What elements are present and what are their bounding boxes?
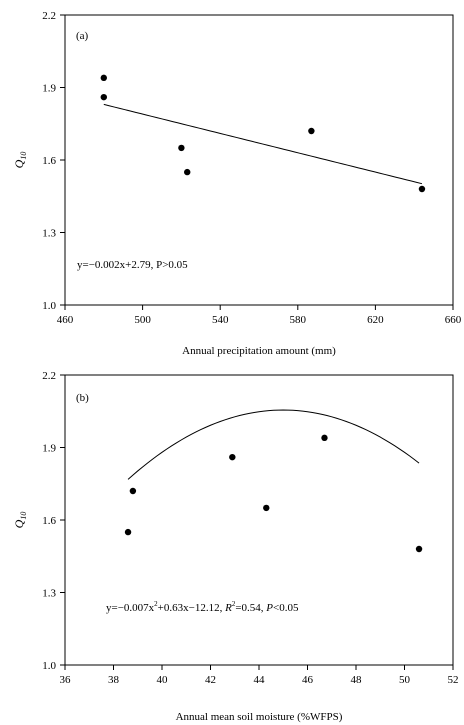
data-point [321,434,328,442]
y-tick-label: 1.6 [42,515,56,527]
data-point [418,185,426,193]
data-point [229,453,236,461]
y-tick-label: 1.0 [42,300,56,312]
y-tick-label: 1.6 [42,155,56,167]
y-axis-ticks: 1.0 1.3 1.6 1.9 2.2 [42,370,65,672]
x-axis-title: Annual precipitation amount (mm) [182,345,336,357]
regression-equation: y=−0.007x2+0.63x−12.12, R2=0.54, P<0.05 [106,600,299,614]
x-tick-label: 50 [399,674,411,686]
y-tick-label: 1.9 [42,443,56,455]
data-point [415,545,423,553]
x-axis-ticks: 36 38 40 42 44 46 48 50 52 [60,665,459,686]
y-axis-title-main: Q [12,159,26,168]
fit-line [103,103,423,185]
fit-curve [127,409,420,480]
y-tick-label: 2.2 [42,10,56,22]
data-point [129,487,137,495]
y-axis-title: Q10 [12,512,28,529]
y-axis-title-main: Q [12,519,26,528]
y-tick-label: 2.2 [42,370,56,382]
equation-r-sup: 2 [232,600,236,608]
x-tick-label: 36 [60,674,72,686]
data-point [100,74,108,82]
data-points [124,434,423,553]
fit-curve [103,103,423,185]
y-axis-title-sub: 10 [19,152,28,160]
x-tick-label: 38 [108,674,120,686]
x-tick-label: 660 [445,314,462,326]
x-tick-label: 42 [205,674,216,686]
data-point [184,168,191,176]
data-point [263,504,270,512]
y-axis-title: Q10 [12,152,28,169]
data-point [124,528,132,536]
regression-equation: y=−0.002x+2.79, P>0.05 [77,259,188,271]
equation-r: R [224,602,232,614]
equation-part-2: +0.63x−12.12, [158,602,225,614]
x-axis-title: Annual mean soil moisture (%WFPS) [176,711,343,723]
x-tick-label: 52 [448,674,459,686]
equation-part-1: y=−0.007x [106,602,155,614]
x-tick-label: 44 [254,674,266,686]
data-point [308,127,315,135]
fit-line [127,409,420,480]
x-tick-label: 580 [290,314,307,326]
x-tick-label: 40 [157,674,169,686]
x-tick-label: 46 [302,674,314,686]
y-tick-label: 1.9 [42,83,56,95]
data-point [178,144,185,152]
x-tick-label: 540 [212,314,229,326]
x-tick-label: 460 [57,314,74,326]
x-tick-label: 48 [351,674,363,686]
panel-a: (a) Annual precipitation amount (mm) Q10… [12,10,462,357]
data-point [100,93,108,101]
panel-label: (a) [76,30,89,42]
equation-p-val: <0.05 [273,602,299,614]
x-tick-label: 500 [134,314,151,326]
y-tick-label: 1.0 [42,660,56,672]
equation-p: P [265,602,273,614]
y-tick-label: 1.3 [42,228,56,240]
panel-b: (b) Annual mean soil moisture (%WFPS) Q1… [12,370,459,723]
equation-r-val: =0.54, [235,602,266,614]
y-axis-ticks: 1.0 1.3 1.6 1.9 2.2 [42,10,65,312]
equation-text: y=−0.002x+2.79, P>0.05 [77,259,188,271]
x-tick-label: 620 [367,314,384,326]
y-tick-label: 1.3 [42,588,56,600]
data-points [100,74,426,193]
panel-label: (b) [76,392,89,404]
plot-frame [64,374,454,666]
x-axis-ticks: 460 500 540 580 620 660 [57,305,462,326]
equation-sup-1: 2 [154,600,158,608]
y-axis-title-sub: 10 [19,512,28,520]
